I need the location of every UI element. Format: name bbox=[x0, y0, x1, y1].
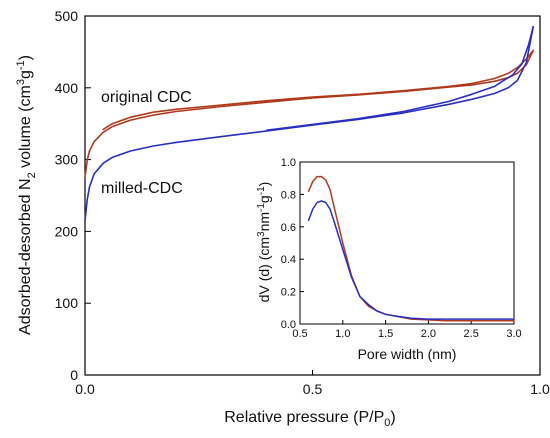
y-tick-label: 0.6 bbox=[281, 222, 296, 234]
inset-background bbox=[282, 155, 530, 370]
main-series bbox=[84, 25, 535, 222]
main-xlabel: Relative pressure (P/P0) bbox=[224, 409, 396, 429]
y-tick-label: 0.8 bbox=[281, 189, 296, 201]
y-tick-label: 400 bbox=[55, 80, 79, 96]
x-tick-label: 0.0 bbox=[75, 381, 95, 397]
main-ylabel: Adsorbed-desorbed N2 volume (cm3g-1) bbox=[15, 55, 38, 335]
label-original-cdc: original CDC bbox=[101, 89, 192, 106]
x-tick-label: 1.0 bbox=[530, 381, 550, 397]
x-tick-label: 2.0 bbox=[421, 328, 436, 340]
inset-ylabel: dV (d) (cm3nm-1g-1) bbox=[256, 182, 272, 303]
series-line-original-cdc-adsorption bbox=[84, 49, 535, 179]
y-tick-label: 1.0 bbox=[281, 157, 296, 169]
y-tick-label: 0.4 bbox=[281, 254, 296, 266]
series-line-milled-cdc bbox=[307, 200, 515, 320]
y-tick-label: 100 bbox=[55, 295, 79, 311]
inset-xlabel: Pore width (nm) bbox=[358, 346, 457, 362]
y-tick-label: 300 bbox=[55, 152, 79, 168]
x-tick-label: 1.5 bbox=[378, 328, 393, 340]
y-tick-label: 0 bbox=[70, 367, 78, 383]
x-tick-label: 0.5 bbox=[303, 381, 323, 397]
y-tick-label: 0.0 bbox=[281, 319, 296, 331]
series-line-original-cdc-desorption bbox=[102, 49, 535, 131]
inset-ticks: 0.5 1.0 1.5 2.0 2.5 3.0 0.0 0.2 0.4 0.6 0.8 1.0 bbox=[281, 157, 522, 340]
x-tick-label: 2.5 bbox=[464, 328, 479, 340]
y-tick-label: 200 bbox=[55, 223, 79, 239]
inset-plot: 0.5 1.0 1.5 2.0 2.5 3.0 0.0 0.2 0.4 0.6 0.8 1.0 Por… bbox=[256, 155, 530, 370]
inset-plot-frame bbox=[299, 161, 515, 325]
inset-series bbox=[307, 175, 515, 322]
series-line-original-cdc bbox=[307, 175, 515, 322]
y-tick-label: 500 bbox=[55, 8, 79, 24]
x-tick-label: 1.0 bbox=[335, 328, 350, 340]
x-tick-label: 3.0 bbox=[506, 328, 521, 340]
y-tick-label: 0.2 bbox=[281, 287, 296, 299]
series-line-milled-cdc-desorption bbox=[266, 25, 535, 131]
label-milled-cdc: milled-CDC bbox=[101, 180, 183, 197]
x-tick-label: 0.5 bbox=[292, 328, 307, 340]
